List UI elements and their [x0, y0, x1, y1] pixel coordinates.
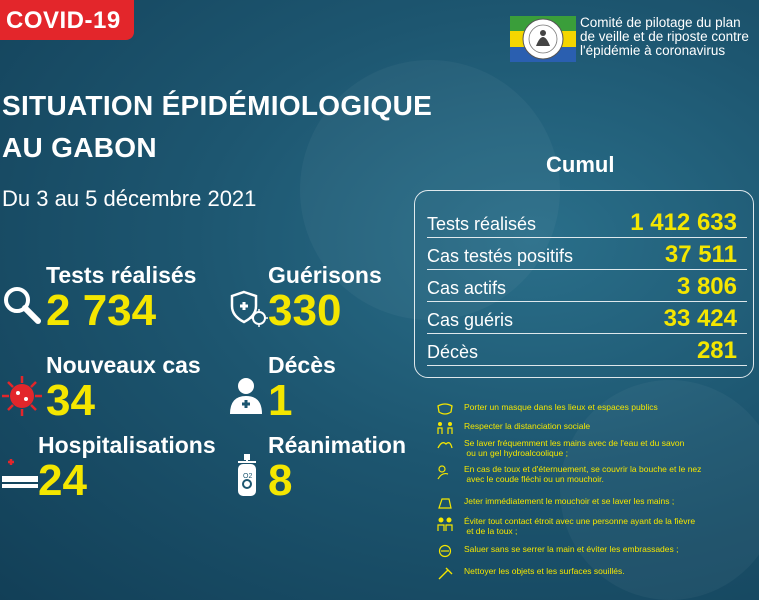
mask-icon [437, 403, 453, 415]
page-title: SITUATION ÉPIDÉMIOLOGIQUE AU GABON [2, 85, 432, 169]
advice-text: Respecter la distanciation sociale [464, 421, 591, 431]
stat-value: 24 [38, 456, 87, 505]
stat-hospitalizations: Hospitalisations 24 [38, 432, 216, 503]
cumul-row: Tests réalisés 1 412 633 [427, 207, 747, 238]
cumul-label: Tests réalisés [427, 214, 537, 234]
stat-label: Nouveaux cas [46, 352, 201, 378]
stat-value: 8 [268, 456, 293, 505]
cumul-value: 3 806 [676, 273, 737, 300]
covid-badge: COVID-19 [0, 0, 134, 40]
handwash-icon [437, 442, 453, 449]
distance-icon [437, 422, 453, 434]
cumul-row: Cas guéris 33 424 [427, 303, 747, 334]
title-line-1: SITUATION ÉPIDÉMIOLOGIQUE [2, 90, 433, 121]
person-cross-icon [226, 376, 266, 421]
cumul-row: Cas actifs 3 806 [427, 271, 747, 302]
magnifier-icon [2, 285, 42, 330]
badge-label: COVID-19 [6, 7, 121, 34]
tissue-icon [438, 498, 452, 509]
shield-virus-icon [228, 288, 268, 333]
advice-text: Se laver fréquemment les mains avec de l… [464, 438, 685, 458]
org-line-3: l'épidémie à coronavirus [580, 43, 726, 58]
advice-text: Saluer sans se serrer la main et éviter … [464, 544, 679, 554]
stat-value: 330 [268, 286, 342, 335]
stat-icu: Réanimation 8 [268, 432, 406, 503]
cumul-row: Décès 281 [427, 335, 747, 366]
cough-icon [437, 465, 449, 480]
advice-text: Jeter immédiatement le mouchoir et se la… [464, 496, 675, 506]
cleaning-icon [438, 567, 453, 580]
contact-icon [437, 517, 453, 531]
stat-new-cases: Nouveaux cas 34 [46, 352, 201, 423]
advice-text: Nettoyer les objets et les surfaces soui… [464, 566, 625, 576]
cumul-value: 33 424 [663, 305, 737, 332]
stat-label: Hospitalisations [38, 432, 216, 458]
stat-value: 1 [268, 376, 293, 425]
organization-name: Comité de pilotage du plan de veille et … [580, 16, 759, 58]
gabon-seal-logo [508, 14, 578, 64]
stat-value: 2 734 [46, 286, 157, 335]
svg-text:O2: O2 [243, 473, 252, 480]
stat-label: Guérisons [268, 262, 382, 288]
cumul-label: Décès [427, 342, 479, 362]
background-decoration [560, 380, 759, 600]
cumul-label: Cas guéris [427, 310, 514, 330]
org-line-1: Comité de pilotage du plan [580, 15, 741, 30]
cumul-value: 37 511 [664, 241, 737, 268]
period-label: Du 3 au 5 décembre 2021 [2, 186, 257, 211]
virus-icon [0, 374, 44, 423]
oxygen-tank-icon: O2 [232, 454, 262, 503]
advice-text: En cas de toux et d'éternuement, se couv… [464, 464, 702, 484]
greeting-icon [438, 544, 452, 558]
stat-label: Réanimation [268, 432, 407, 458]
stat-recoveries: Guérisons 330 [268, 262, 382, 333]
org-line-2: de veille et de riposte contre [580, 29, 749, 44]
stat-value: 34 [46, 376, 95, 425]
title-line-2: AU GABON [2, 132, 157, 163]
cumul-label: Cas testés positifs [427, 246, 574, 266]
stat-label: Décès [268, 352, 336, 378]
cumul-row: Cas testés positifs 37 511 [427, 239, 747, 270]
advice-text: Éviter tout contact étroit avec une pers… [464, 516, 696, 536]
hospital-bed-icon [0, 458, 40, 499]
cumul-value: 1 412 633 [630, 209, 737, 236]
stat-deaths: Décès 1 [268, 352, 336, 423]
cumul-title: Cumul [546, 152, 615, 177]
cumul-label: Cas actifs [427, 278, 507, 298]
cumul-value: 281 [696, 337, 737, 364]
stat-tests: Tests réalisés 2 734 [46, 262, 196, 333]
cumul-table: Tests réalisés 1 412 633 Cas testés posi… [414, 190, 754, 378]
advice-text: Porter un masque dans les lieux et espac… [464, 402, 658, 412]
stat-label: Tests réalisés [46, 262, 197, 288]
